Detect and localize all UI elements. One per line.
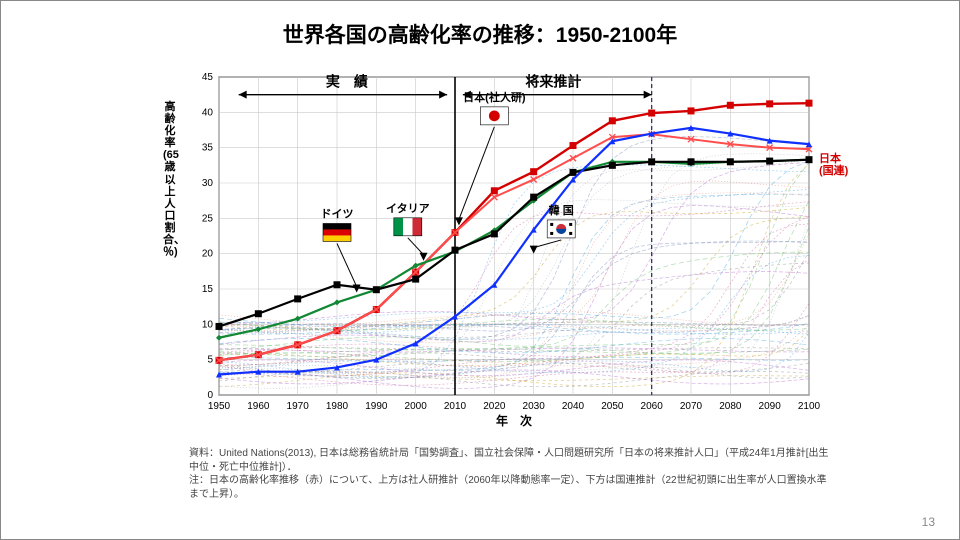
svg-text:2050: 2050 [601, 401, 624, 412]
svg-text:10: 10 [202, 319, 214, 330]
page-title: 世界各国の高齢化率の推移：1950-2100年 [1, 19, 959, 49]
aging-chart: 0 5 10 15 20 25 30 35 40 45 1950 1960 1970 1980 1990 20… [181, 69, 821, 429]
source-line-2: 注：日本の高齢化率推移（赤）について、上方は社人研推計（2060年以降動態率一定… [189, 474, 829, 501]
svg-text:30: 30 [202, 178, 214, 189]
svg-text:2070: 2070 [680, 401, 703, 412]
svg-text:実 績: 実 績 [326, 74, 368, 90]
svg-text:40: 40 [202, 107, 214, 118]
svg-text:1970: 1970 [287, 401, 310, 412]
svg-text:2000: 2000 [405, 401, 428, 412]
svg-text:1990: 1990 [365, 401, 388, 412]
svg-text:2040: 2040 [562, 401, 585, 412]
svg-text:2010: 2010 [444, 401, 467, 412]
svg-text:5: 5 [207, 355, 213, 366]
source-line-1: 資料：United Nations(2013), 日本は総務省統計局「国勢調査」… [189, 447, 829, 474]
svg-text:将来推計: 将来推計 [525, 74, 581, 90]
svg-text:1980: 1980 [326, 401, 349, 412]
japan-un-caption: 日本(国連) [819, 153, 849, 177]
svg-text:20: 20 [202, 249, 214, 260]
svg-text:1950: 1950 [208, 401, 231, 412]
svg-text:2100: 2100 [798, 401, 821, 412]
svg-text:0: 0 [207, 390, 213, 401]
svg-text:2030: 2030 [523, 401, 546, 412]
svg-text:韓 国: 韓 国 [549, 203, 574, 217]
svg-text:年 次: 年 次 [496, 413, 532, 428]
svg-text:ドイツ: ドイツ [321, 207, 354, 220]
svg-text:2090: 2090 [759, 401, 782, 412]
y-axis-label: 高齢化率(65歳以上人口割合、％) [163, 101, 177, 258]
svg-text:15: 15 [202, 284, 214, 295]
svg-text:日本(社人研): 日本(社人研) [463, 90, 526, 104]
page-number: 13 [922, 515, 935, 529]
svg-text:25: 25 [202, 213, 214, 224]
svg-text:2060: 2060 [641, 401, 664, 412]
svg-text:35: 35 [202, 143, 214, 154]
svg-text:2080: 2080 [719, 401, 742, 412]
svg-text:2020: 2020 [483, 401, 506, 412]
svg-text:45: 45 [202, 72, 214, 83]
sources: 資料：United Nations(2013), 日本は総務省統計局「国勢調査」… [189, 447, 829, 501]
svg-text:イタリア: イタリア [386, 202, 430, 215]
svg-text:1960: 1960 [247, 401, 270, 412]
